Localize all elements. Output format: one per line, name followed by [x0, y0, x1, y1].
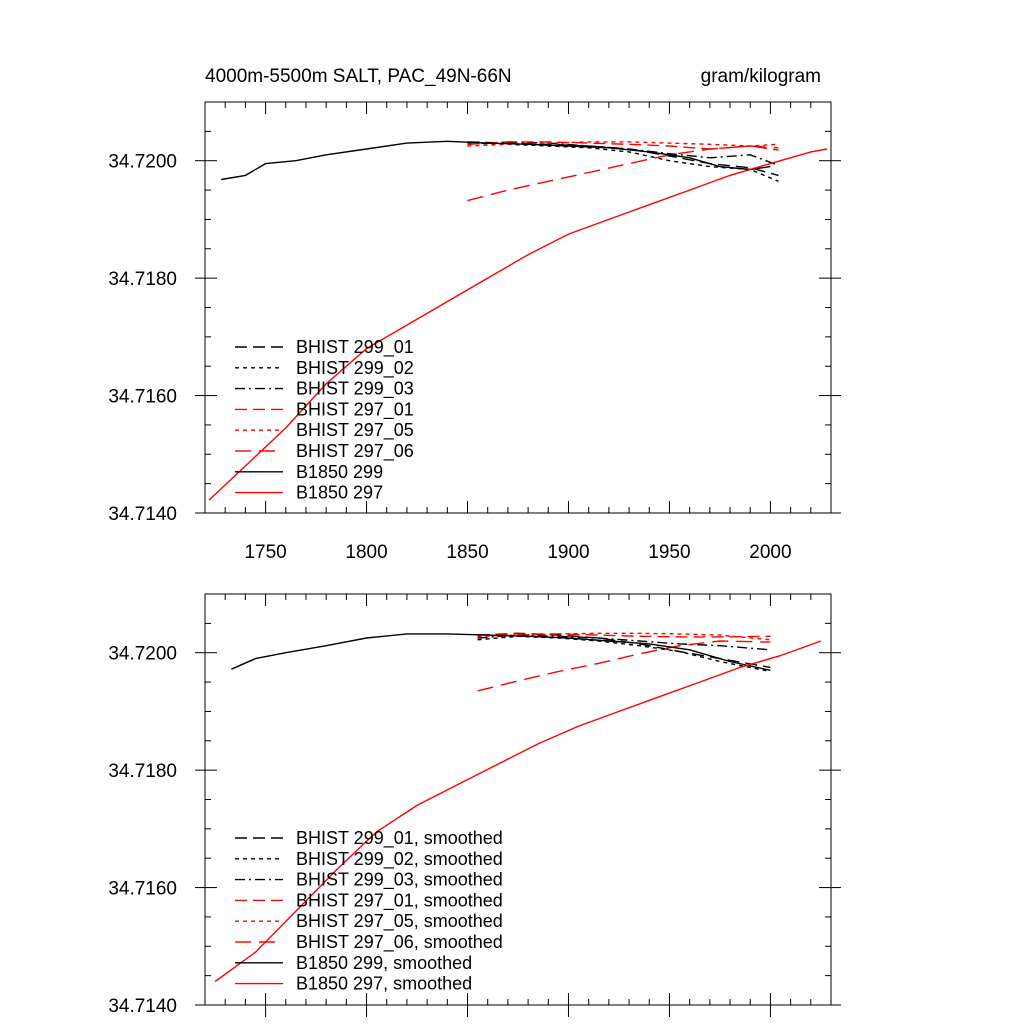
legend-label: BHIST 299_01, smoothed — [296, 828, 503, 849]
y-tick-label: 34.7140 — [108, 996, 177, 1017]
legend-label: B1850 297 — [296, 483, 383, 503]
y-tick-label: 34.7200 — [108, 644, 177, 665]
legend-label: BHIST 299_03, smoothed — [296, 870, 503, 891]
x-tick-label: 1950 — [648, 542, 690, 563]
y-tick-label: 34.7160 — [108, 387, 177, 408]
legend-label: BHIST 297_06 — [296, 441, 414, 462]
series-line — [214, 640, 822, 983]
x-tick-label: 1850 — [446, 542, 488, 563]
legend-label: B1850 299 — [296, 462, 383, 482]
series-line — [467, 145, 779, 202]
series-line — [208, 148, 828, 501]
units-label: gram/kilogram — [701, 66, 821, 87]
y-tick-label: 34.7140 — [108, 504, 177, 525]
legend-label: BHIST 297_05 — [296, 420, 414, 441]
legend-label: BHIST 297_06, smoothed — [296, 932, 503, 953]
x-tick-label: 1800 — [345, 542, 387, 563]
series-line — [467, 141, 779, 147]
x-tick-label: 1900 — [547, 542, 589, 563]
x-tick-label: 1750 — [244, 542, 286, 563]
series-line — [477, 634, 771, 651]
y-tick-label: 34.7160 — [108, 879, 177, 900]
legend-label: B1850 297, smoothed — [296, 974, 472, 994]
series-line — [231, 633, 771, 671]
legend-label: BHIST 297_01, smoothed — [296, 890, 503, 911]
chart-title: 4000m-5500m SALT, PAC_49N-66N — [205, 66, 512, 87]
legend-label: BHIST 299_02, smoothed — [296, 849, 503, 870]
legend-label: BHIST 299_02 — [296, 358, 414, 379]
series-line — [467, 141, 779, 167]
y-tick-label: 34.7180 — [108, 269, 177, 290]
series-line — [221, 140, 771, 181]
series-line — [477, 633, 771, 638]
legend-label: BHIST 297_01 — [296, 399, 414, 420]
legend-label: BHIST 299_03 — [296, 379, 414, 400]
y-tick-label: 34.7180 — [108, 761, 177, 782]
y-tick-label: 34.7200 — [108, 152, 177, 173]
series-line — [467, 142, 779, 182]
legend-label: BHIST 297_05, smoothed — [296, 911, 503, 932]
x-tick-label: 2000 — [749, 542, 791, 563]
series-line — [477, 632, 771, 641]
series-line — [467, 141, 779, 177]
legend-label: BHIST 299_01 — [296, 337, 414, 358]
series-line — [477, 640, 771, 692]
legend-label: B1850 299, smoothed — [296, 953, 472, 973]
bottom-panel: 34.7140 34.7160 34.7180 34.7200 BHIST 299_01… — [108, 593, 841, 1017]
top-panel: 1750 1800 1850 1900 1950 2000 34.7140 34.7160 34… — [108, 66, 841, 563]
